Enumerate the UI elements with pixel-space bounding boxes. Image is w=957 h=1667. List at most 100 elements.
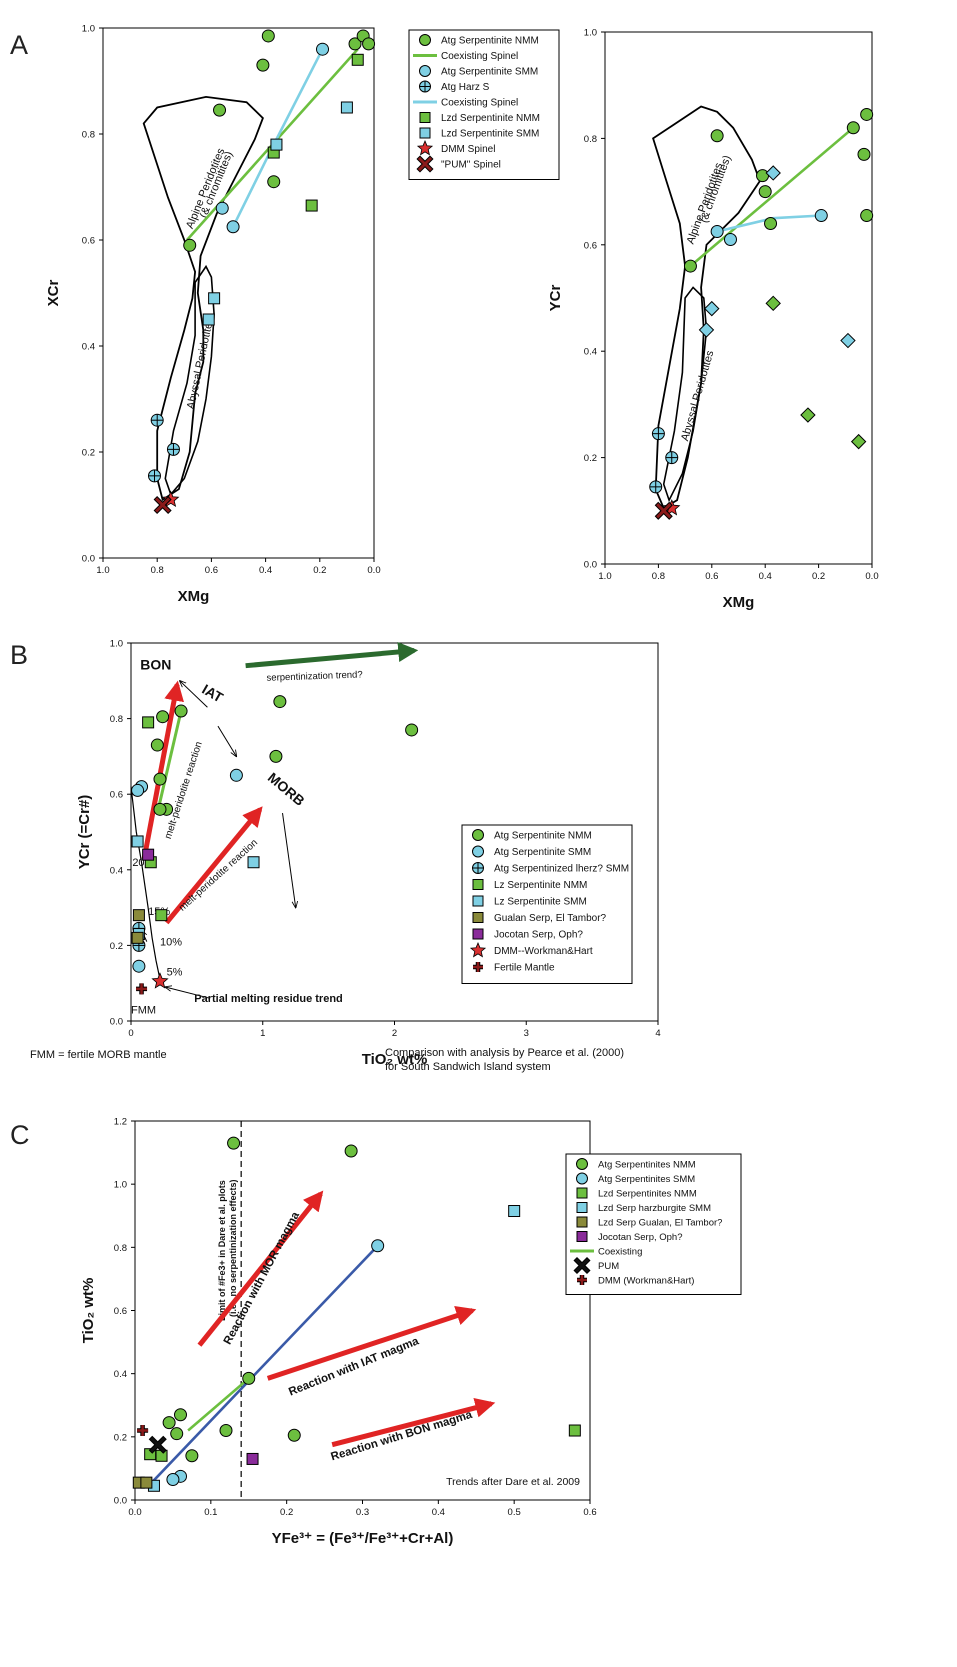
- x-axis-label: TiO₂ wt%: [362, 1051, 428, 1068]
- legend-label: Lz Serpentinite NMM: [494, 880, 587, 891]
- legend-label: Atg Harz S: [441, 82, 490, 93]
- legend-label: Gualan Serp, El Tambor?: [494, 913, 607, 924]
- data-point: [170, 1427, 184, 1441]
- data-point: [185, 1449, 199, 1463]
- y-tick-label: 1.0: [114, 1180, 127, 1191]
- legend-label: Atg Serpentinized lherz? SMM: [494, 864, 629, 875]
- legend-marker: [576, 1172, 588, 1185]
- data-point: [654, 501, 673, 520]
- y-tick-label: 0.6: [584, 240, 597, 251]
- data-point: [756, 169, 770, 183]
- x-tick-label: 0.8: [652, 571, 665, 582]
- data-point: [710, 225, 724, 238]
- alpine-peridotite-field: [142, 95, 264, 502]
- plot-frame: [102, 27, 375, 559]
- legend-label: Atg Serpentinite SMM: [494, 847, 591, 858]
- data-point: [860, 209, 874, 223]
- chart-a2: 1.0 0.8 0.6 0.4 0.2 0.0 0.0 0.2 0.4 0.6 0.8 1.0 XMg Y…: [547, 28, 879, 612]
- data-point: [508, 1205, 521, 1218]
- y-axis-label: XCr: [45, 280, 62, 307]
- legend-marker: [472, 879, 484, 890]
- note-pearce-2: for South Sandwich Island system: [385, 1061, 551, 1073]
- y-tick-label: 0.0: [584, 560, 597, 571]
- arrow-serpentinization: [245, 642, 419, 669]
- panel-letter-a: A: [10, 30, 29, 60]
- arrow-iat-morb: [217, 725, 236, 756]
- legend-label: Lzd Serp harzburgite SMM: [598, 1203, 711, 1214]
- data-point: [142, 848, 155, 861]
- y-tick-label: 0.2: [110, 941, 123, 952]
- note-fmm: FMM = fertile MORB mantle: [30, 1049, 167, 1061]
- x-tick-label: 2: [392, 1028, 397, 1039]
- y-tick-label: 0.4: [110, 865, 123, 876]
- data-point: [148, 1435, 167, 1454]
- x-tick-label: 4: [655, 1028, 660, 1039]
- y-axis-label: YCr: [547, 285, 564, 312]
- x-tick-label: 0.4: [432, 1507, 445, 1518]
- y-tick-label: 1.2: [114, 1117, 127, 1128]
- legend-marker: [419, 65, 431, 77]
- chart-c: 0.0 0.1 0.2 0.3 0.4 0.5 0.6 0.0 0.2 0.4 0.6 0.8 1.0 1…: [80, 1117, 742, 1547]
- arrow-bon-magma: [331, 1397, 496, 1448]
- x-tick-label: 0.2: [812, 571, 825, 582]
- legend-label: Atg Serpentinites NMM: [598, 1160, 696, 1171]
- data-point: [153, 495, 172, 515]
- y-axis-label: YCr (=Cr#): [76, 795, 93, 870]
- legend-marker: [576, 1187, 588, 1199]
- legend-label: DMM--Workman&Hart: [494, 946, 593, 957]
- legend-label: Jocotan Serp, Oph?: [598, 1232, 683, 1243]
- data-point: [305, 199, 318, 212]
- legend-label: Coexisting Spinel: [441, 98, 518, 109]
- data-point: [147, 469, 161, 483]
- data-point: [131, 835, 144, 848]
- data-point: [202, 313, 215, 326]
- label-melt-reaction-2: melt-peridotite reaction: [177, 837, 260, 913]
- fe3-limit-label-2: (i.e., no serpentinization effects): [228, 1179, 238, 1317]
- x-tick-label: 0.6: [583, 1507, 596, 1518]
- panel-letter-b: B: [10, 640, 29, 670]
- x-tick-label: 1: [260, 1028, 265, 1039]
- x-axis-label: YFe³⁺ = (Fe³⁺/Fe³⁺+Cr+Al): [272, 1530, 454, 1547]
- data-point: [166, 1472, 180, 1486]
- data-point: [162, 1416, 176, 1430]
- data-point: [340, 101, 353, 114]
- data-point: [651, 427, 665, 441]
- x-tick-label: 0.3: [356, 1507, 369, 1518]
- data-point: [215, 201, 229, 215]
- data-point: [183, 238, 197, 252]
- x-tick-label: 0.6: [205, 565, 218, 576]
- x-tick-label: 0.0: [128, 1507, 141, 1518]
- arrow-morb-trend: [164, 806, 263, 925]
- legend-marker: [472, 829, 484, 841]
- label-bon-magma: Reaction with BON magma: [330, 1409, 475, 1464]
- legend-label: PUM: [598, 1261, 619, 1272]
- data-point: [132, 959, 146, 973]
- data-point: [247, 856, 260, 869]
- data-point: [857, 147, 871, 161]
- arrow-iat-bon: [180, 681, 208, 708]
- data-point: [267, 175, 281, 189]
- data-point: [166, 442, 180, 456]
- y-tick-label: 0.6: [82, 236, 95, 247]
- label-morb: MORB: [265, 769, 308, 809]
- legend-label: Lz Serpentinite SMM: [494, 897, 587, 908]
- label-5pct: 5%: [167, 967, 183, 979]
- y-tick-label: 0.2: [584, 453, 597, 464]
- legend-marker: [576, 1216, 588, 1228]
- label-iat: IAT: [199, 681, 226, 706]
- x-tick-label: 0.8: [151, 565, 164, 576]
- legend-marker: [577, 1275, 587, 1285]
- legend-label: Coexisting Spinel: [441, 51, 518, 62]
- y-tick-label: 0.2: [82, 448, 95, 459]
- fe3-limit-label-1: Limit of #Fe3+ in Dare et al. plots: [217, 1180, 227, 1321]
- data-point: [850, 433, 867, 450]
- y-tick-label: 0.6: [114, 1306, 127, 1317]
- data-point: [261, 29, 275, 43]
- data-point: [665, 451, 679, 465]
- y-tick-label: 0.4: [114, 1369, 127, 1380]
- data-point: [568, 1424, 581, 1437]
- data-point: [132, 909, 145, 922]
- y-tick-label: 0.8: [82, 130, 95, 141]
- abyssal-peridotite-field: [164, 264, 215, 496]
